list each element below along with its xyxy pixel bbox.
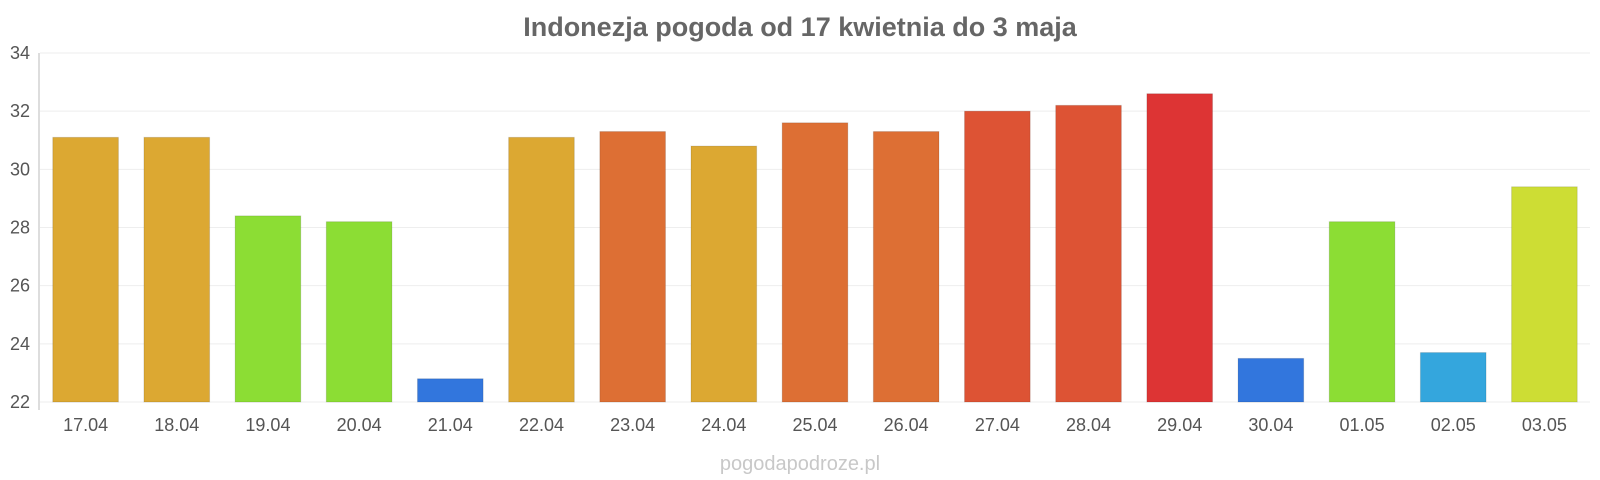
y-tick-label: 26: [10, 276, 30, 296]
bar: [872, 131, 940, 403]
bar: [690, 145, 758, 403]
bar: [964, 110, 1031, 403]
x-tick-label: 26.04: [884, 415, 929, 435]
x-axis-ticks: 17.04 18.04 19.04 20.04 21.04 22.04 23.04 24.04…: [63, 415, 1567, 435]
bar: [143, 136, 211, 403]
x-tick-label: 30.04: [1248, 415, 1293, 435]
bar: [1055, 104, 1122, 403]
bar: [599, 131, 666, 403]
x-tick-label: 01.05: [1340, 415, 1385, 435]
x-tick-label: 23.04: [610, 415, 655, 435]
x-tick-label: 27.04: [975, 415, 1020, 435]
x-tick-label: 29.04: [1157, 415, 1202, 435]
bar: [1146, 93, 1214, 403]
x-tick-label: 28.04: [1066, 415, 1111, 435]
bar: [1511, 186, 1578, 403]
y-tick-label: 28: [10, 218, 30, 238]
y-tick-label: 32: [10, 101, 30, 121]
x-tick-label: 20.04: [337, 415, 382, 435]
x-tick-label: 24.04: [701, 415, 746, 435]
y-tick-label: 34: [10, 43, 30, 63]
bar: [1237, 357, 1305, 403]
x-tick-label: 17.04: [63, 415, 108, 435]
x-tick-label: 19.04: [245, 415, 290, 435]
bar: [1419, 352, 1487, 403]
x-tick-label: 02.05: [1431, 415, 1476, 435]
y-tick-label: 22: [10, 392, 30, 412]
chart-title: Indonezja pogoda od 17 kwietnia do 3 maj…: [523, 12, 1078, 42]
bar: [781, 122, 849, 403]
x-tick-label: 21.04: [428, 415, 473, 435]
bar: [234, 215, 302, 403]
x-tick-label: 18.04: [154, 415, 199, 435]
watermark: pogodapodroze.pl: [720, 453, 880, 475]
bar: [325, 221, 393, 403]
bar: [416, 378, 484, 403]
bar: [52, 136, 119, 403]
bar: [1328, 221, 1396, 403]
x-tick-label: 03.05: [1522, 415, 1567, 435]
x-tick-label: 25.04: [792, 415, 837, 435]
y-tick-label: 24: [10, 334, 30, 354]
bars: [52, 93, 1578, 403]
x-tick-label: 22.04: [519, 415, 564, 435]
y-axis-ticks: 22 24 26 28 30 32 34: [10, 43, 30, 412]
y-tick-label: 30: [10, 159, 30, 179]
bar: [508, 136, 575, 403]
